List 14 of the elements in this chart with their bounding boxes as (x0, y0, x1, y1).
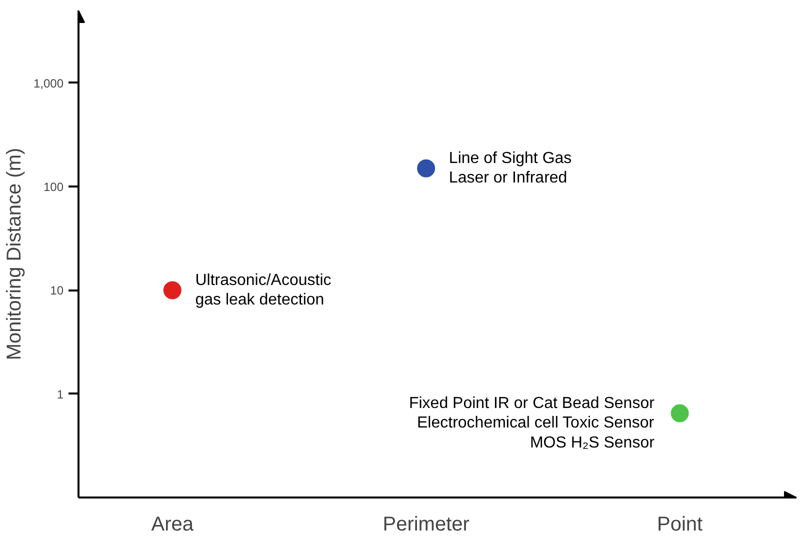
point (670, 404, 689, 422)
y-tick-label: 1 (56, 387, 64, 402)
y-tick-label: 10 (50, 284, 64, 298)
annotation: Ultrasonic/Acoustic gas leak detection (195, 272, 332, 308)
point (417, 159, 436, 178)
x-tick-label: Point (657, 514, 704, 536)
x-tick-label: Perimeter (382, 514, 470, 536)
annotation: Line of Sight Gas Laser or Infrared (448, 150, 572, 187)
x-tick-label: Area (151, 514, 194, 536)
point (163, 281, 182, 300)
y-tick-label: 1,000 (33, 76, 64, 90)
y-tick-label: 100 (43, 180, 64, 194)
annotation: Fixed Point IR or Cat Bead Sensor Electrochemical cell Toxic Sensor MOS H₂S Sensor (408, 395, 656, 452)
y-axis-title: Monitoring Distance (m) (3, 148, 26, 360)
